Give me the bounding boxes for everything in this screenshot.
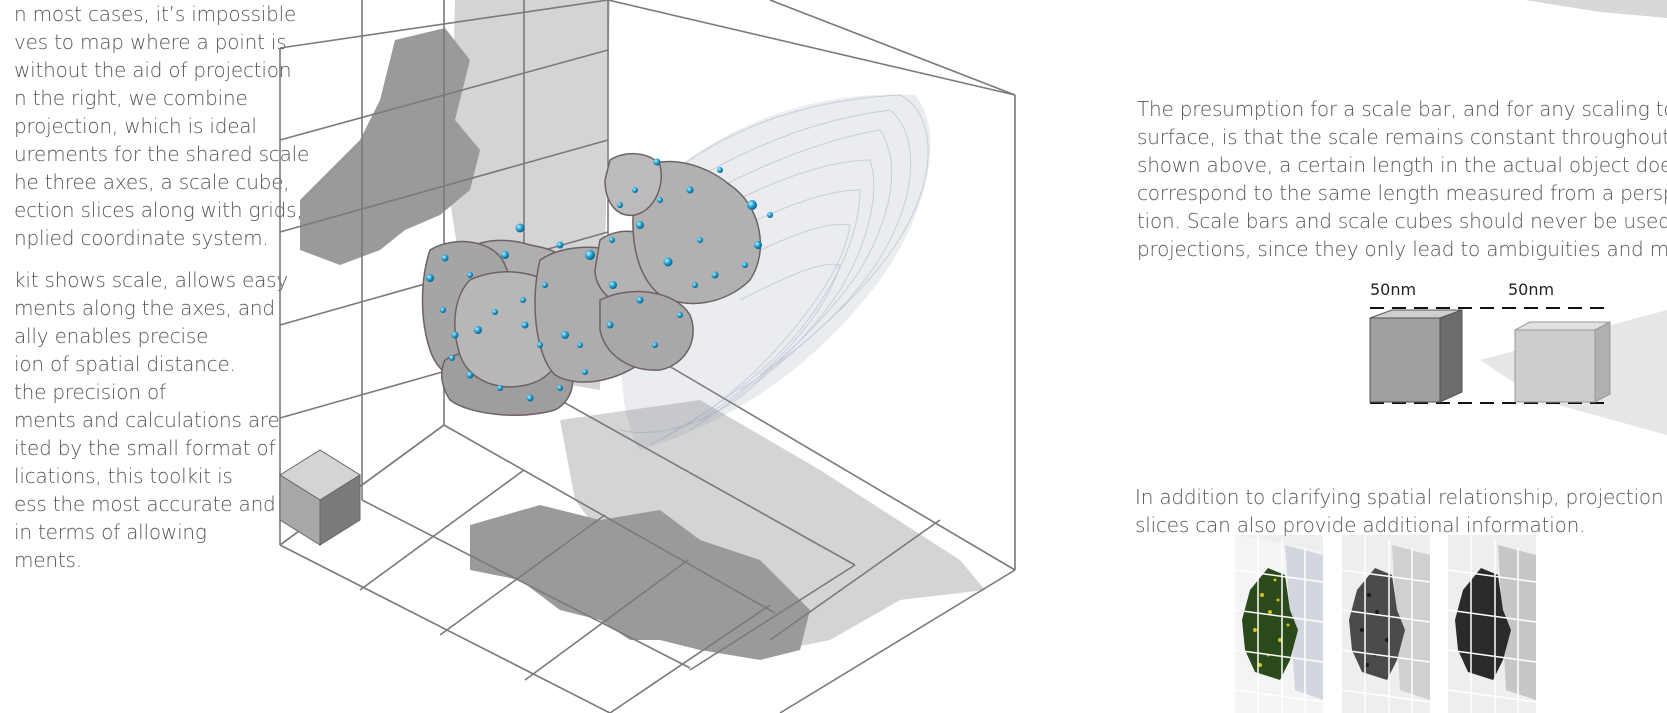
text-line: surface, is that the scale remains const… [1137, 125, 1667, 149]
text-line: ves to map where a point is [14, 30, 287, 54]
text-line: urements for the shared scale [14, 142, 310, 166]
text-line: ments along the axes, and [14, 296, 275, 320]
projection-slices [1234, 535, 1537, 713]
text-line: without the aid of projection [14, 58, 292, 82]
haze-cloud [619, 94, 929, 446]
text-line: in terms of allowing [14, 520, 207, 544]
text-line: correspond to the same length measured f… [1137, 181, 1667, 205]
text-line: the precision of [14, 380, 166, 404]
text-line: ally enables precise [14, 324, 209, 348]
corner-shape [1525, 0, 1667, 18]
text-line: ments. [14, 548, 82, 572]
text-line: In addition to clarifying spatial relati… [1135, 485, 1664, 509]
floor-projection-dark [470, 505, 810, 660]
right-paragraph-1: The presumption for a scale bar, and for… [1137, 95, 1667, 263]
scale-label-near: 50nm [1370, 280, 1417, 299]
scale-label-far: 50nm [1508, 280, 1555, 299]
text-line: tion. Scale bars and scale cubes should … [1137, 209, 1667, 233]
text-line: projections, since they only lead to amb… [1137, 237, 1667, 261]
slice-gray [1341, 535, 1431, 713]
text-line: kit shows scale, allows easy [14, 268, 289, 292]
text-line: lications, this toolkit is [14, 464, 233, 488]
left-paragraph-2: kit shows scale, allows easy ments along… [14, 266, 288, 574]
text-line: ection slices along with grids, [14, 198, 303, 222]
scale-cube-near [1369, 309, 1463, 403]
text-line: n the right, we combine [14, 86, 248, 110]
text-line: slices can also provide additional infor… [1135, 513, 1586, 537]
right-paragraph-2: In addition to clarifying spatial relati… [1135, 483, 1664, 539]
text-line: n most cases, it’s impossible [14, 2, 297, 26]
text-line: ess the most accurate and [14, 492, 276, 516]
perspective-diagram [1369, 307, 1667, 435]
text-line: projection, which is ideal [14, 114, 257, 138]
dashed-lines [1370, 307, 1610, 404]
blue-dots [426, 158, 773, 402]
grid-floor [279, 329, 1016, 713]
scale-cube-far [1514, 321, 1611, 403]
text-line: shown above, a certain length in the act… [1137, 153, 1667, 177]
text-line: The presumption for a scale bar, and for… [1137, 97, 1667, 121]
particle-aggregate [421, 153, 762, 416]
slice-color [1234, 535, 1324, 713]
slice-dark [1447, 535, 1537, 713]
left-paragraph-1: n most cases, it’s impossible ves to map… [14, 0, 309, 252]
text-line: nplied coordinate system. [14, 226, 269, 250]
scale-cube-small [279, 449, 361, 546]
text-line: he three axes, a scale cube, [14, 170, 290, 194]
text-line: ited by the small format of [14, 436, 276, 460]
wall-projection-dark [300, 28, 480, 265]
text-line: ments and calculations are [14, 408, 280, 432]
text-line: ion of spatial distance. [14, 352, 236, 376]
cube-frame [607, 0, 1016, 570]
